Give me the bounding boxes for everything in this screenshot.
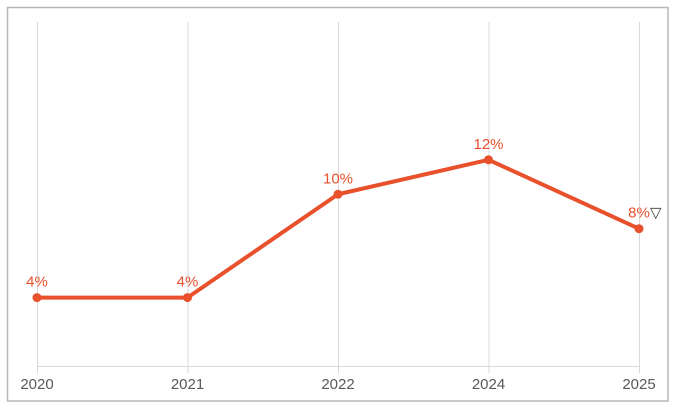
data-point-marker (32, 293, 42, 303)
data-point-label: 10% (323, 170, 353, 187)
x-axis-tick-label: 2020 (20, 376, 53, 393)
data-point-marker (183, 293, 192, 303)
data-point-label: 4% (26, 274, 48, 291)
chart-border (6, 6, 669, 402)
data-point-marker (484, 155, 493, 165)
x-axis-tick-label: 2025 (622, 376, 655, 393)
data-point-marker (634, 224, 644, 234)
data-point-label: 12% (473, 136, 503, 153)
x-axis-tick-label: 2022 (321, 376, 354, 393)
x-axis-tick-label: 2024 (472, 376, 505, 393)
data-point-marker (333, 189, 343, 199)
x-axis-tick-label: 2021 (171, 376, 204, 393)
down-triangle-icon: ▽ (650, 205, 662, 222)
data-point-label: 8% (628, 205, 650, 222)
data-point-label: 4% (177, 274, 199, 291)
